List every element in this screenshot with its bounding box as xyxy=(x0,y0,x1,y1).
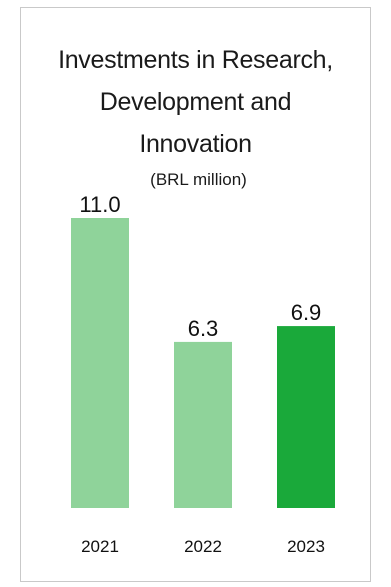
bar-2022 xyxy=(174,341,232,508)
bar-2021 xyxy=(71,218,129,508)
value-label-2021: 11.0 xyxy=(79,192,120,217)
chart-title-line-2: Development and xyxy=(99,88,292,116)
category-label-2022: 2022 xyxy=(184,537,222,556)
category-label-2021: 2021 xyxy=(81,537,119,556)
value-label-2023: 6.9 xyxy=(291,300,322,325)
category-label-2023: 2023 xyxy=(287,537,325,556)
chart-title-line-3: Innovation xyxy=(139,130,252,158)
value-label-2022: 6.3 xyxy=(188,316,219,341)
chart-title-line-1: Investments in Research, xyxy=(58,46,333,74)
bar-2023 xyxy=(277,326,335,508)
chart-subtitle: (BRL million) xyxy=(150,170,247,189)
